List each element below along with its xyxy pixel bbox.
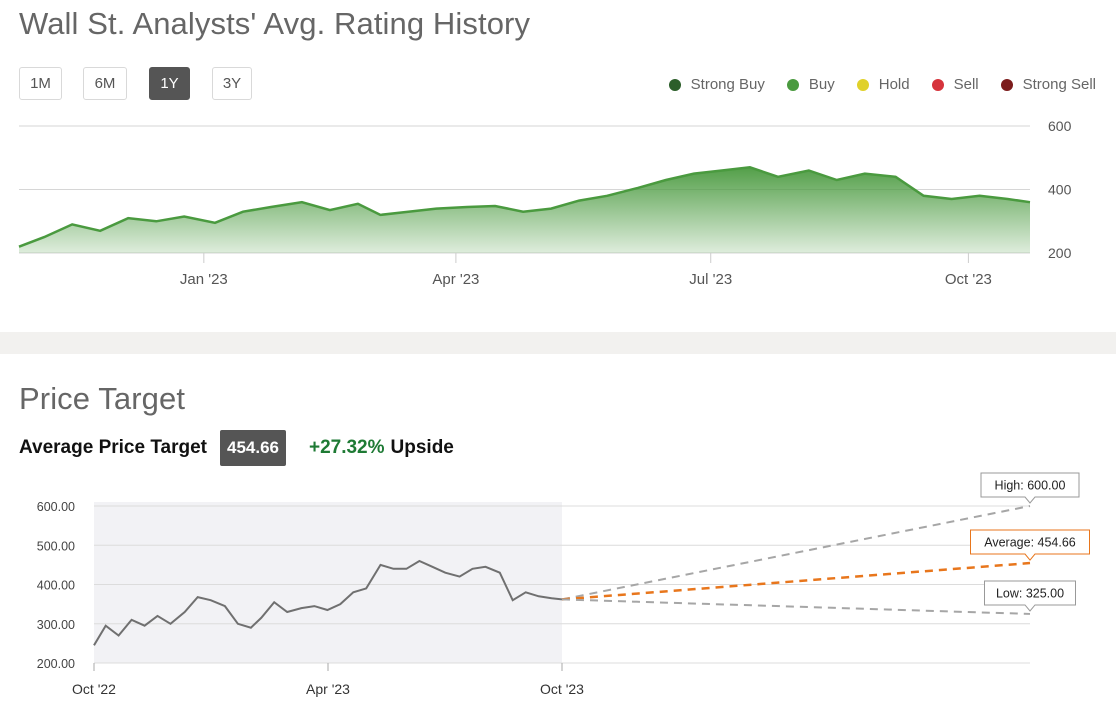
legend-dot-icon [786, 78, 799, 91]
x-tick-label: Oct '23 [540, 681, 584, 697]
high-callout: High: 600.00 [980, 472, 1080, 504]
range-button-1m[interactable]: 1M [19, 67, 62, 100]
y-tick-label: 200 [1048, 245, 1072, 261]
x-tick-label: Apr '23 [306, 681, 350, 697]
rating-line [18, 166, 1031, 248]
low-callout: Low: 325.00 [984, 580, 1076, 612]
upside-percent: +27.32% [308, 437, 385, 458]
legend-label: Buy [808, 76, 835, 93]
price-line [93, 559, 563, 646]
legend-item-strong-buy[interactable]: Strong Buy [668, 76, 765, 93]
legend-label: Strong Sell [1022, 76, 1096, 93]
rating-area-fill [19, 167, 1030, 253]
rating-history-chart: 600 400 200 Jan '23 Apr '23 Jul '23 Oct '23 [18, 118, 1072, 288]
callout-box [984, 580, 1076, 612]
callout-label: Average: 454.66 [984, 536, 1076, 550]
legend-dot-icon [856, 78, 869, 91]
y-tick-label: 200.00 [37, 657, 75, 671]
projection-high [561, 505, 1031, 601]
projection-average [561, 561, 1031, 601]
price-target-chart: 600.00 500.00 400.00 300.00 200.00 Oct '22 Apr… [37, 472, 1090, 697]
history-shading [94, 502, 562, 663]
average-price-target-badge: 454.66 [219, 430, 286, 466]
average-price-target-label: Average Price Target [19, 437, 207, 458]
callout-box [980, 472, 1080, 504]
y-tick-label: 500.00 [37, 539, 75, 553]
legend-label: Strong Buy [690, 76, 765, 93]
legend-item-sell[interactable]: Sell [931, 76, 979, 93]
y-tick-label: 400.00 [37, 579, 75, 593]
x-tick-label: Jan '23 [180, 271, 228, 288]
legend-label: Sell [953, 76, 979, 93]
legend-item-buy[interactable]: Buy [786, 76, 835, 93]
legend-label: Hold [878, 76, 910, 93]
callout-box [970, 529, 1090, 561]
callout-label: Low: 325.00 [996, 586, 1064, 600]
x-tick-label: Jul '23 [689, 271, 732, 288]
average-price-target-row: Average Price Target 454.66 +27.32% Upsi… [19, 430, 454, 466]
legend-item-hold[interactable]: Hold [856, 76, 910, 93]
range-button-3y[interactable]: 3Y [212, 67, 252, 100]
y-tick-label: 400 [1048, 182, 1072, 198]
y-tick-label: 600.00 [37, 500, 75, 514]
upside-label: Upside [390, 437, 454, 458]
x-tick-label: Oct '23 [945, 271, 992, 288]
legend-item-strong-sell[interactable]: Strong Sell [1000, 76, 1096, 93]
range-button-6m[interactable]: 6M [83, 67, 127, 100]
callout-label: High: 600.00 [995, 479, 1066, 493]
range-button-1y[interactable]: 1Y [149, 67, 190, 100]
x-tick-label: Oct '22 [72, 681, 116, 697]
legend-dot-icon [668, 78, 681, 91]
y-tick-label: 600 [1048, 118, 1072, 134]
y-tick-label: 300.00 [37, 618, 75, 632]
average-callout: Average: 454.66 [970, 529, 1090, 561]
price-target-title: Price Target [19, 381, 186, 416]
rating-legend: Strong Buy Buy Hold Sell Strong Sell [647, 76, 1096, 93]
section-divider [0, 332, 1116, 354]
legend-dot-icon [931, 78, 944, 91]
legend-dot-icon [1000, 78, 1013, 91]
rating-history-title: Wall St. Analysts' Avg. Rating History [19, 6, 531, 41]
projection-low [561, 598, 1031, 615]
x-tick-label: Apr '23 [432, 271, 479, 288]
